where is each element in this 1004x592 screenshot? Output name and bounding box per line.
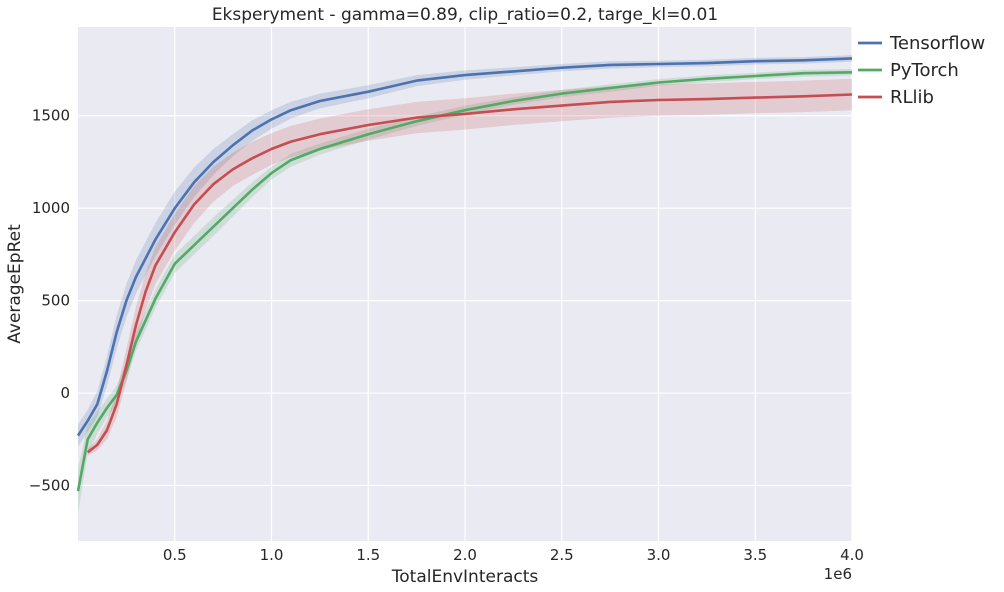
x-tick-label: 1.5 [356,546,380,564]
y-tick-labels: −500 0 500 1000 1500 [29,107,70,495]
legend: Tensorflow PyTorch RLlib [858,33,985,108]
x-tick-label: 2.5 [550,546,574,564]
series-lines [76,57,853,492]
y-tick-label: 1000 [32,199,70,217]
x-tick-label: 1.0 [260,546,284,564]
x-tick-label: 2.0 [453,546,477,564]
legend-label: PyTorch [890,60,959,81]
y-tick-label: −500 [29,477,70,495]
y-tick-label: 500 [41,292,70,310]
x-axis-offset-label: 1e6 [824,565,852,583]
x-tick-labels: 0.5 1.0 1.5 2.0 2.5 3.0 3.5 4.0 [163,546,864,564]
x-tick-label: 4.0 [840,546,864,564]
x-tick-label: 0.5 [163,546,187,564]
y-axis-label: AverageEpRet [5,224,25,344]
x-tick-label: 3.0 [647,546,671,564]
legend-label: RLlib [890,87,934,108]
series-line [86,93,853,454]
y-tick-label: 1500 [32,107,70,125]
x-axis-label: TotalEnvInteracts [391,567,539,587]
series-line [76,57,853,437]
grid [78,27,853,541]
chart-title: Eksperyment - gamma=0.89, clip_ratio=0.2… [212,5,718,25]
y-tick-label: 0 [60,384,70,402]
x-tick-label: 3.5 [743,546,767,564]
legend-label: Tensorflow [889,33,985,54]
